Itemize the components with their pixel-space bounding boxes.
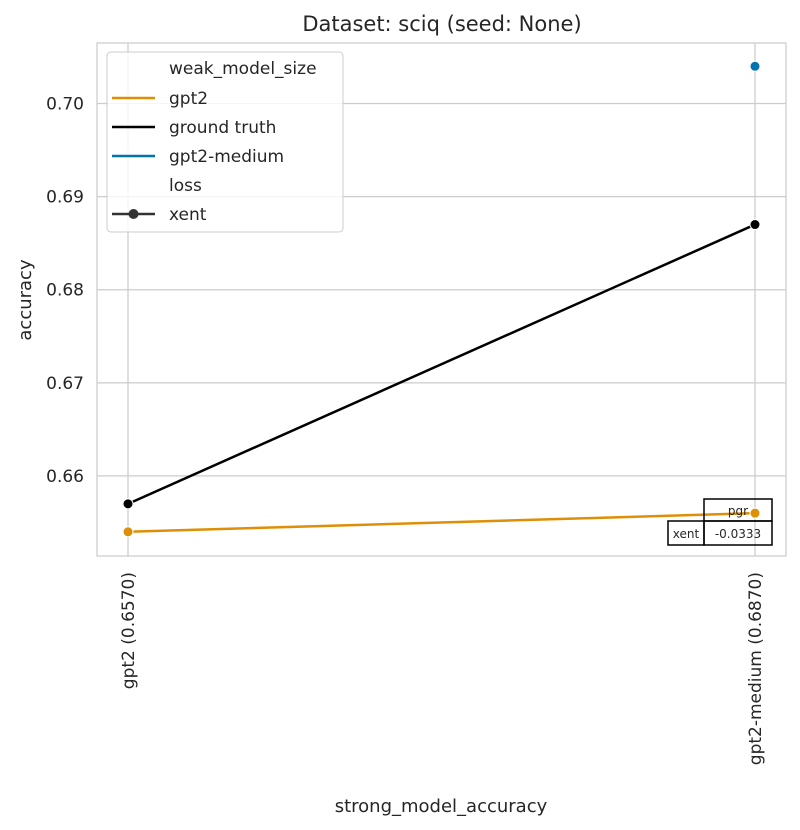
legend-box [106,51,344,233]
series-line [127,511,756,534]
x-axis-label: strong_model_accuracy [335,796,548,817]
legend-label: ground truth [169,118,276,138]
chart-title: Dataset: sciq (seed: None) [302,12,581,36]
table-value: -0.0333 [715,527,761,541]
y-tick-label: 0.69 [46,188,84,208]
plot-frame [96,42,787,557]
table-row-label: xent [673,527,700,541]
y-tick-label: 0.68 [46,281,84,301]
table-value-cell [703,520,773,546]
y-axis-label: accuracy [15,259,36,341]
data-point [749,219,761,231]
legend-label: xent [169,205,207,225]
y-tick-label: 0.66 [46,467,84,487]
x-tick-label: gpt2-medium (0.6870) [746,572,766,765]
y-tick-label: 0.67 [46,374,84,394]
x-tick-label: gpt2 (0.6570) [119,572,139,689]
y-tick-label: 0.70 [46,95,84,115]
data-point [749,507,761,519]
legend-style-title: loss [169,176,202,196]
legend-label: gpt2-medium [169,147,284,167]
table-column-label: pgr [728,504,748,518]
series-line [127,223,756,506]
data-point [122,526,134,538]
data-point [122,498,134,510]
legend-label: gpt2 [169,89,208,109]
legend-marker [128,209,139,219]
data-point [749,60,761,72]
legend-hue-title: weak_model_size [169,59,317,79]
